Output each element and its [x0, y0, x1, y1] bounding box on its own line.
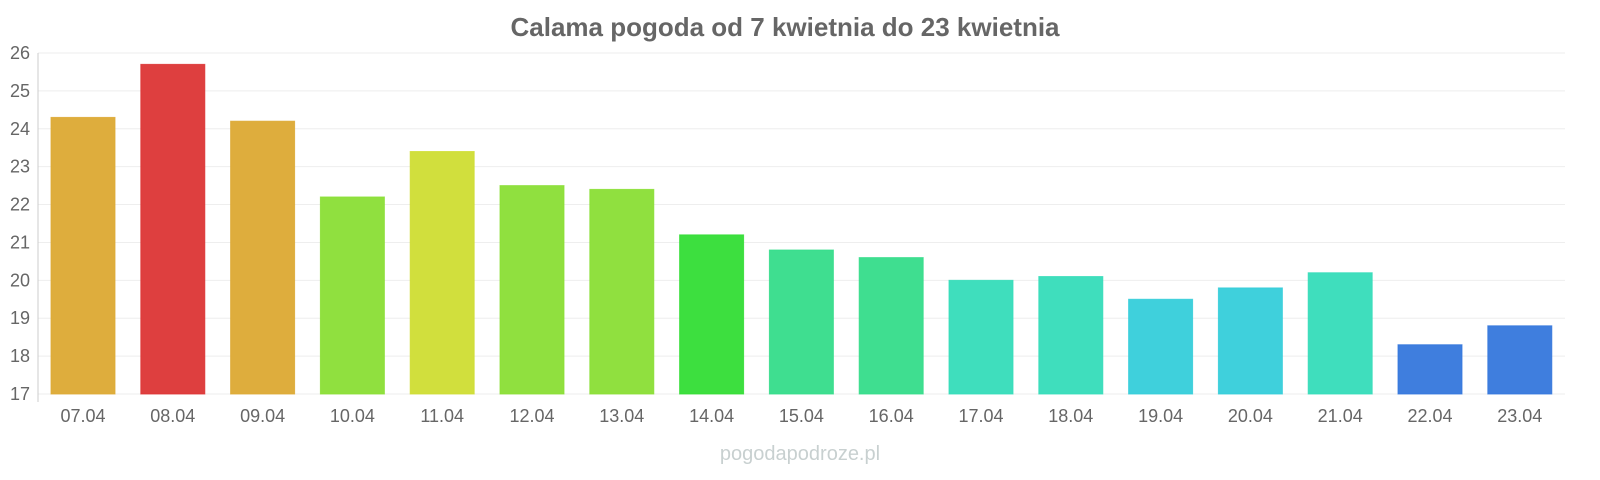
- y-tick-label: 20: [10, 270, 30, 290]
- x-tick-label: 15.04: [779, 406, 824, 426]
- x-tick-label: 20.04: [1228, 406, 1273, 426]
- y-tick-label: 18: [10, 346, 30, 366]
- bar-13.04[interactable]: [589, 188, 655, 395]
- x-tick-label: 21.04: [1318, 406, 1363, 426]
- chart-title: Calama pogoda od 7 kwietnia do 23 kwietn…: [510, 12, 1060, 42]
- y-tick-label: 22: [10, 195, 30, 215]
- watermark: pogodapodroze.pl: [720, 443, 880, 465]
- x-tick-label: 09.04: [240, 406, 285, 426]
- y-tick-label: 23: [10, 157, 30, 177]
- bar-10.04[interactable]: [319, 196, 385, 395]
- bar-09.04[interactable]: [230, 120, 296, 395]
- x-tick-label: 13.04: [599, 406, 644, 426]
- bar-23.04[interactable]: [1487, 325, 1553, 395]
- bar-22.04[interactable]: [1397, 344, 1463, 395]
- bar-14.04[interactable]: [679, 234, 745, 395]
- bar-21.04[interactable]: [1307, 272, 1373, 395]
- bar-08.04[interactable]: [140, 63, 206, 395]
- y-tick-label: 26: [10, 43, 30, 63]
- bar-07.04[interactable]: [50, 116, 116, 395]
- x-tick-label: 22.04: [1407, 406, 1452, 426]
- x-tick-label: 12.04: [509, 406, 554, 426]
- x-tick-label: 16.04: [869, 406, 914, 426]
- y-tick-label: 24: [10, 119, 30, 139]
- y-tick-label: 25: [10, 81, 30, 101]
- bar-11.04[interactable]: [409, 151, 475, 395]
- bar-16.04[interactable]: [858, 257, 924, 395]
- x-tick-label: 23.04: [1497, 406, 1542, 426]
- bar-17.04[interactable]: [948, 279, 1014, 395]
- x-tick-label: 08.04: [150, 406, 195, 426]
- x-tick-label: 10.04: [330, 406, 375, 426]
- bar-15.04[interactable]: [768, 249, 834, 395]
- bar-12.04[interactable]: [499, 185, 565, 395]
- x-tick-label: 14.04: [689, 406, 734, 426]
- bar-20.04[interactable]: [1217, 287, 1283, 395]
- y-tick-label: 19: [10, 308, 30, 328]
- x-tick-label: 17.04: [958, 406, 1003, 426]
- y-tick-label: 21: [10, 232, 30, 252]
- x-tick-label: 07.04: [60, 406, 105, 426]
- bar-18.04[interactable]: [1038, 276, 1104, 395]
- bar-19.04[interactable]: [1128, 298, 1194, 395]
- x-tick-label: 19.04: [1138, 406, 1183, 426]
- y-tick-label: 17: [10, 384, 30, 404]
- x-tick-label: 18.04: [1048, 406, 1093, 426]
- x-tick-label: 11.04: [420, 406, 464, 426]
